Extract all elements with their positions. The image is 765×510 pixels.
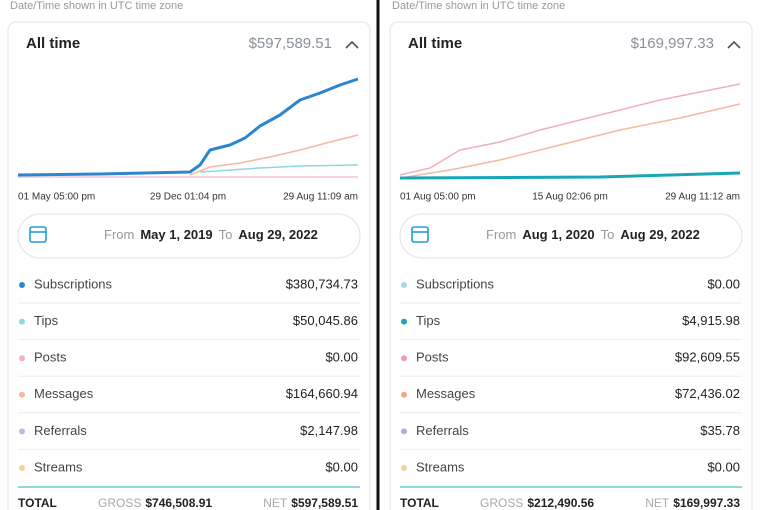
legend-dot bbox=[19, 355, 25, 362]
gross-label: GROSS bbox=[480, 496, 523, 510]
gross-value: $746,508.91 bbox=[145, 496, 212, 510]
row-value: $72,436.02 bbox=[675, 386, 740, 401]
date-range-text: From May 1, 2019 To Aug 29, 2022 bbox=[104, 227, 318, 242]
legend-dot bbox=[19, 282, 25, 288]
legend-dot bbox=[19, 428, 25, 435]
legend-dot bbox=[401, 318, 407, 325]
net-value: $597,589.51 bbox=[291, 496, 358, 510]
chart-lines-right bbox=[399, 83, 741, 180]
row-name: Tips bbox=[34, 313, 59, 328]
row-value: $0.00 bbox=[707, 459, 740, 474]
net-value: $169,997.33 bbox=[673, 496, 740, 510]
line bbox=[199, 164, 359, 173]
row-value: $0.00 bbox=[325, 350, 358, 365]
x-label: 29 Aug 11:12 am bbox=[665, 192, 740, 203]
date-range[interactable] bbox=[17, 213, 361, 259]
panel: Date/Time shown in UTC time zone All time… bbox=[389, 0, 753, 510]
chart-lines-left bbox=[17, 77, 359, 178]
row-name: Posts bbox=[34, 350, 67, 365]
footer-label: TOTAL bbox=[18, 496, 57, 510]
card bbox=[389, 21, 753, 510]
gross-value: $212,490.56 bbox=[527, 496, 594, 510]
gross: GROSS $746,508.91 bbox=[98, 496, 212, 510]
net: NET $169,997.33 bbox=[645, 496, 740, 510]
row-value: $0.00 bbox=[325, 459, 358, 474]
calendar-icon bbox=[411, 226, 429, 243]
collapse-icon bbox=[345, 40, 359, 49]
date-part: Aug 29, 2022 bbox=[620, 227, 700, 242]
gross: GROSS $212,490.56 bbox=[480, 496, 594, 510]
collapse-icon bbox=[727, 40, 741, 49]
legend-dot bbox=[401, 355, 407, 362]
date-range[interactable] bbox=[399, 213, 743, 259]
x-label: 15 Aug 02:06 pm bbox=[532, 192, 608, 203]
footer-label: TOTAL bbox=[400, 496, 439, 510]
line bbox=[189, 134, 359, 176]
x-label: 01 May 05:00 pm bbox=[18, 192, 95, 203]
date-part: Aug 1, 2020 bbox=[522, 227, 594, 242]
legend-dot bbox=[401, 428, 407, 435]
row-value: $0.00 bbox=[707, 276, 740, 291]
total: $169,997.33 bbox=[631, 35, 714, 52]
row-name: Subscriptions bbox=[34, 276, 113, 291]
legend-dot bbox=[19, 391, 25, 398]
row-name: Messages bbox=[416, 386, 476, 401]
line bbox=[17, 77, 359, 177]
row-name: Tips bbox=[416, 313, 441, 328]
net: NET $597,589.51 bbox=[263, 496, 358, 510]
row-name: Streams bbox=[34, 459, 83, 474]
legend-dot bbox=[19, 465, 25, 471]
row-value: $164,660.94 bbox=[286, 386, 358, 401]
row-name: Subscriptions bbox=[416, 276, 495, 291]
calendar-icon bbox=[29, 226, 47, 243]
date-range-text: From Aug 1, 2020 To Aug 29, 2022 bbox=[486, 227, 700, 242]
row-value: $380,734.73 bbox=[286, 276, 358, 291]
date-part: From bbox=[104, 227, 134, 242]
date-part: May 1, 2019 bbox=[140, 227, 212, 242]
x-label: 29 Aug 11:09 am bbox=[283, 192, 358, 203]
x-label: 29 Dec 01:04 pm bbox=[150, 192, 226, 203]
legend-dot bbox=[401, 282, 407, 288]
date-part: To bbox=[219, 227, 233, 242]
legend-dot bbox=[19, 318, 25, 325]
gross-label: GROSS bbox=[98, 496, 141, 510]
row-name: Posts bbox=[416, 350, 449, 365]
legend-dot bbox=[401, 391, 407, 398]
row-name: Streams bbox=[416, 459, 465, 474]
row-value: $35.78 bbox=[700, 423, 740, 438]
line bbox=[399, 83, 741, 176]
net-label: NET bbox=[645, 496, 670, 510]
date-part: Aug 29, 2022 bbox=[238, 227, 318, 242]
card bbox=[7, 21, 371, 510]
date-part: From bbox=[486, 227, 516, 242]
row-value: $50,045.86 bbox=[293, 313, 358, 328]
panel: Date/Time shown in UTC time zone All time… bbox=[7, 0, 371, 510]
row-name: Referrals bbox=[34, 423, 87, 438]
note: Date/Time shown in UTC time zone bbox=[10, 0, 183, 12]
line bbox=[399, 103, 741, 179]
line bbox=[399, 171, 741, 180]
x-label: 01 Aug 05:00 pm bbox=[400, 192, 476, 203]
net-label: NET bbox=[263, 496, 288, 510]
date-part: To bbox=[601, 227, 615, 242]
total: $597,589.51 bbox=[249, 35, 332, 52]
title: All time bbox=[408, 35, 462, 52]
note: Date/Time shown in UTC time zone bbox=[392, 0, 565, 12]
row-value: $92,609.55 bbox=[675, 350, 740, 365]
legend-dot bbox=[401, 465, 407, 471]
row-value: $4,915.98 bbox=[682, 313, 740, 328]
row-name: Messages bbox=[34, 386, 94, 401]
row-name: Referrals bbox=[416, 423, 469, 438]
row-value: $2,147.98 bbox=[300, 423, 358, 438]
title: All time bbox=[26, 35, 80, 52]
